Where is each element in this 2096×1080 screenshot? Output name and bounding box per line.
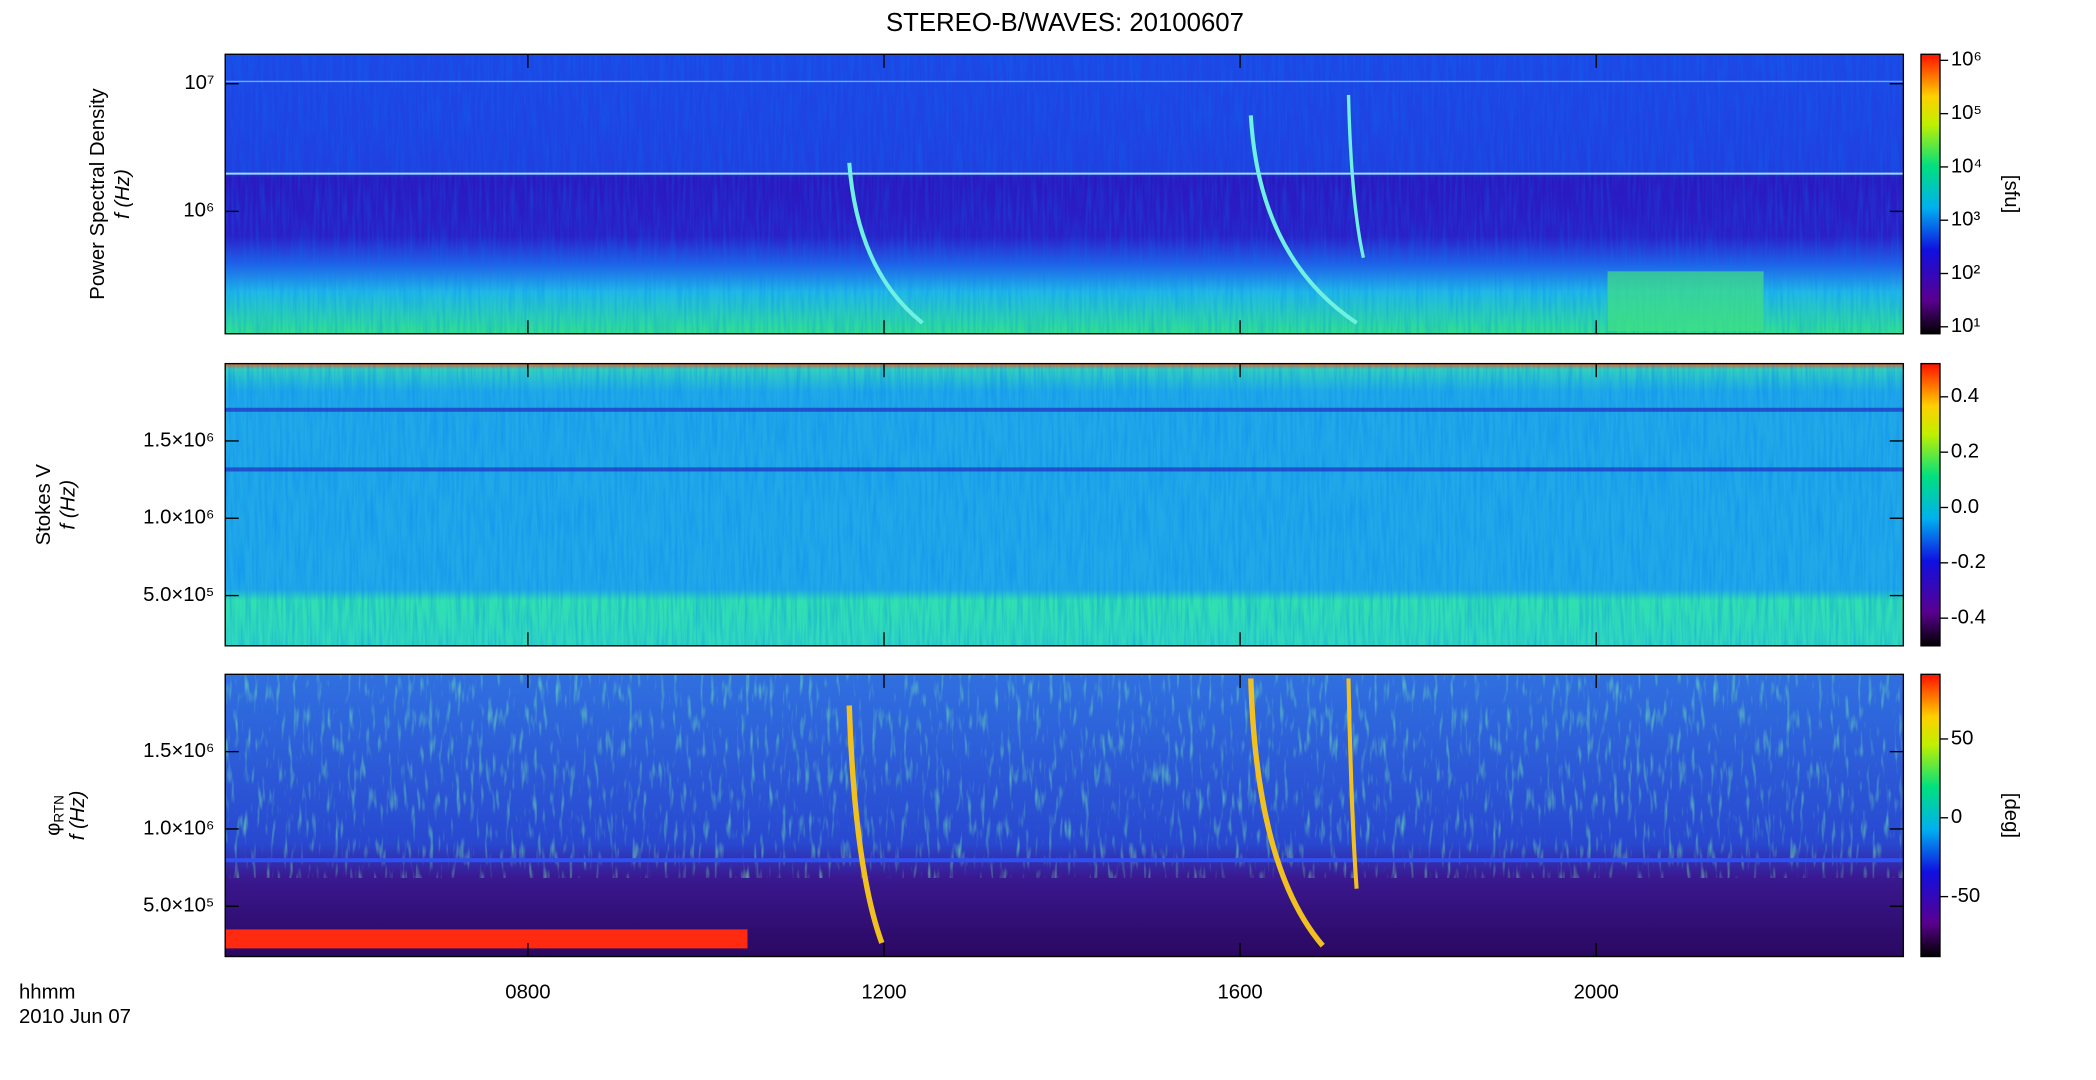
burst — [847, 162, 924, 325]
y-tick-label: 10⁷ — [184, 72, 214, 94]
colorbar-tick-label: 0.0 — [1951, 496, 1979, 518]
y-axis-unit: f (Hz) — [58, 480, 80, 530]
y-axis-label: Stokes V — [33, 464, 55, 546]
y-axis-label-subscript: RTN — [51, 795, 66, 823]
y-axis-label-text: Stokes V — [33, 464, 55, 546]
y-axis-label: Power Spectral Density — [87, 87, 109, 299]
colorbar-tick-label: 10² — [1951, 262, 1981, 284]
chart-title: STEREO-B/WAVES: 20100607 — [886, 9, 1244, 37]
x-tick-label: 2000 — [1574, 982, 1619, 1004]
y-axis-label-text: Power Spectral Density — [87, 87, 109, 299]
panel-3-noise — [225, 674, 1904, 878]
plot-frame — [224, 362, 1905, 647]
panel-1-patch — [1607, 271, 1764, 332]
colorbar-label: [sfu] — [2000, 175, 2022, 213]
y-tick-label: 1.0×10⁶ — [143, 817, 214, 839]
x-axis-date: 2010 Jun 07 — [19, 1006, 131, 1028]
colorbar-tick-label: 0 — [1951, 806, 1962, 828]
plot-frame — [224, 673, 1905, 958]
y-axis-label-text: φ — [43, 823, 65, 836]
y-tick-label: 1.5×10⁶ — [143, 429, 214, 451]
y-tick-label: 5.0×10⁵ — [143, 584, 214, 606]
burst — [1346, 94, 1366, 259]
y-axis-unit: f (Hz) — [112, 169, 134, 219]
colorbar — [1920, 673, 1941, 958]
spectrogram-textures — [225, 54, 1904, 957]
colorbar-tick-label: 10¹ — [1951, 315, 1981, 337]
x-tick-label: 0800 — [505, 982, 550, 1004]
panel-3-band — [225, 929, 748, 949]
colorbar — [1920, 362, 1941, 647]
x-tick-label: 1200 — [861, 982, 906, 1004]
x-axis-label: hhmm — [19, 982, 76, 1004]
burst — [846, 705, 885, 944]
plot-frame — [224, 53, 1905, 335]
colorbar-tick-label: 10⁶ — [1951, 49, 1982, 71]
burst — [1248, 678, 1325, 948]
colorbar-tick-label: -50 — [1951, 885, 1980, 907]
colorbar-tick-label: 10⁴ — [1951, 155, 1982, 177]
colorbar-tick-label: -0.4 — [1951, 607, 1986, 629]
y-axis-unit: f (Hz) — [67, 791, 89, 841]
burst — [1346, 678, 1359, 889]
colorbar-tick-label: 50 — [1951, 727, 1974, 749]
colorbar-tick-label: 0.4 — [1951, 385, 1979, 407]
y-tick-label: 10⁶ — [183, 200, 214, 222]
y-axis-label: φRTN — [43, 795, 67, 836]
colorbar-tick-label: 10³ — [1951, 209, 1981, 231]
x-tick-label: 1600 — [1217, 982, 1262, 1004]
y-tick-label: 1.0×10⁶ — [143, 507, 214, 529]
panel-2-noise — [225, 363, 1904, 646]
colorbar-tick-label: -0.2 — [1951, 551, 1986, 573]
y-tick-label: 1.5×10⁶ — [143, 740, 214, 762]
colorbar — [1920, 53, 1941, 335]
colorbar-tick-label: 10⁵ — [1951, 102, 1982, 124]
y-tick-label: 5.0×10⁵ — [143, 895, 214, 917]
colorbar-tick-label: 0.2 — [1951, 441, 1979, 463]
colorbar-label: [deg] — [2000, 793, 2022, 838]
burst — [1248, 115, 1358, 325]
